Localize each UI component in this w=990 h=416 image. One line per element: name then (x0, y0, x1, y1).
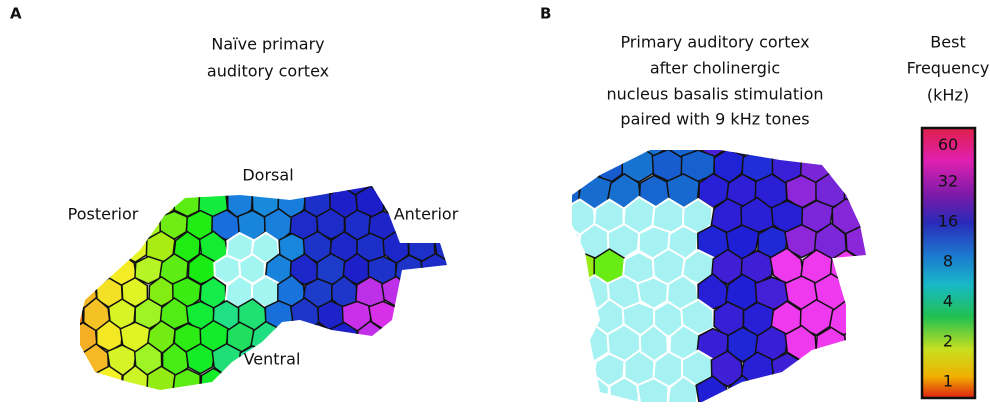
cortex-cell (224, 366, 254, 390)
cortex-cell (393, 345, 423, 378)
cortex-cell (200, 367, 228, 390)
cortex-cell (572, 352, 596, 388)
direction-label: Posterior (68, 205, 139, 224)
cortex-cell (80, 186, 85, 195)
cortex-cell (572, 326, 583, 364)
cortex-cell (435, 277, 447, 309)
cortex-cell (80, 342, 85, 376)
cortex-cell (433, 365, 447, 390)
cortex-cell (161, 186, 189, 197)
cortex-cell (817, 150, 848, 157)
cortex-cell (800, 351, 834, 390)
cortex-cell (814, 377, 848, 402)
cortex-cell (420, 298, 447, 331)
cortex-cell (829, 150, 863, 185)
cortex-cell (572, 276, 581, 314)
cortex-cell (578, 150, 610, 160)
cortex-cell (845, 276, 866, 311)
cortex-cell (395, 299, 425, 333)
colorbar-tick-label: 2 (943, 332, 953, 351)
cortex-cell (420, 344, 447, 378)
panel-title: Primary auditory cortex (620, 33, 809, 52)
cortex-cell (328, 367, 358, 390)
cortex-cell (393, 186, 425, 197)
cortex-cell (250, 365, 282, 390)
cortex-cell (134, 186, 164, 199)
cortex-cell (408, 274, 437, 308)
colorbar-tick-label: 1 (943, 372, 953, 391)
cortex-cell (382, 365, 411, 390)
panel-title: after cholinergic (650, 59, 780, 78)
cortex-map-paired (572, 150, 866, 402)
panel-title: nucleus basalis stimulation (606, 85, 823, 104)
cortex-cell (80, 230, 98, 264)
cortex-cell (95, 233, 124, 262)
cortex-cell (695, 375, 728, 402)
cortex-cell (756, 378, 790, 402)
cortex-cell (635, 377, 670, 402)
cortex-cell (80, 297, 84, 332)
cortex-cell (608, 376, 641, 402)
cortex-cell (80, 254, 84, 289)
cortex-cell (572, 150, 582, 161)
cortex-cell (572, 377, 582, 402)
colorbar-tick-label: 4 (943, 292, 953, 311)
panel-label: A (10, 5, 22, 23)
cortex-cell (276, 364, 307, 390)
cortex-cell (844, 376, 866, 402)
colorbar-tick-label: 8 (943, 252, 953, 271)
cortex-cell (785, 376, 817, 402)
cortex-cell (843, 324, 866, 363)
colorbar-tick-label: 16 (938, 212, 958, 231)
cortex-cell (356, 367, 386, 390)
cortex-cell (381, 321, 412, 356)
cortex-cell (420, 186, 447, 195)
panel-title: paired with 9 kHz tones (620, 110, 809, 129)
cortex-cell (369, 342, 399, 379)
panel-title: Naïve primary (211, 35, 324, 54)
cortex-cell (315, 207, 346, 240)
cortex-cell (572, 150, 598, 184)
cortex-cell (407, 321, 438, 355)
cortex-cell (315, 344, 347, 375)
cortex-cell (315, 186, 347, 196)
cortex-cell (710, 350, 745, 388)
cortex-cell (211, 186, 243, 196)
cortex-cell (799, 298, 834, 336)
colorbar (920, 126, 977, 400)
cortex-cell (572, 222, 580, 261)
cortex-cell (303, 366, 333, 390)
direction-label: Anterior (394, 205, 459, 224)
cortex-cell (572, 300, 598, 336)
panel-title: auditory cortex (207, 62, 329, 81)
cortex-cell (342, 344, 373, 376)
colorbar-title: Frequency (907, 59, 990, 78)
cortex-cell (433, 323, 447, 356)
colorbar-title: Best (930, 33, 965, 52)
cortex-cell (408, 365, 438, 390)
cortex-cell (81, 186, 111, 196)
cortex-cell (420, 252, 447, 287)
cortex-cell (845, 150, 866, 158)
direction-label: Dorsal (242, 166, 293, 185)
cortex-cell (278, 320, 305, 355)
cortex-cell (755, 150, 789, 160)
colorbar-title: (kHz) (927, 86, 969, 105)
cortex-cell (828, 353, 861, 388)
cortex-cell (289, 252, 321, 286)
cortex-cell (80, 367, 98, 390)
panel-label: B (540, 5, 551, 23)
colorbar-tick-label: 32 (938, 172, 958, 191)
cortex-cell (107, 186, 136, 197)
cortex-cell (185, 186, 215, 196)
cortex-cell (302, 322, 332, 356)
colorbar-tick-label: 60 (938, 135, 958, 154)
direction-label: Ventral (244, 350, 301, 369)
cortex-cell (290, 186, 319, 198)
